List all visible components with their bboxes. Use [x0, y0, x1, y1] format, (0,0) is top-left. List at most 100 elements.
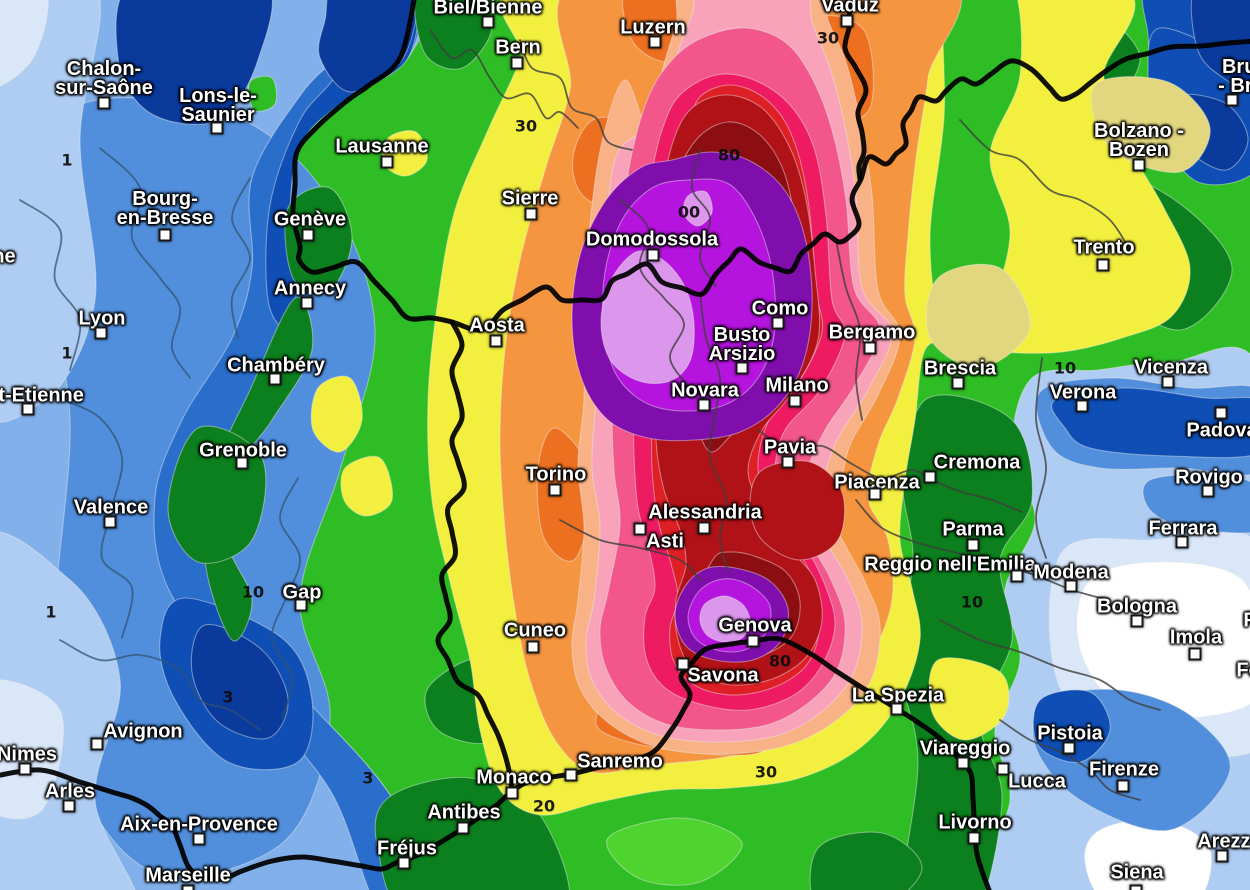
city-label: Busto Arsizio	[708, 324, 776, 365]
city-marker	[1064, 579, 1078, 593]
city-label: Novara	[671, 379, 739, 402]
precip-region-darkGreen-32	[897, 394, 1033, 890]
precip-region-khaki-41	[1090, 76, 1211, 174]
city-label: Milano	[765, 374, 829, 397]
city-label: Modena	[1033, 561, 1109, 584]
city-label: Saint-Etienne	[0, 384, 84, 407]
city-marker	[646, 248, 660, 262]
city-marker	[967, 831, 981, 845]
city-label: Avignon	[103, 720, 183, 743]
city-label: Alessandria	[648, 501, 762, 524]
city-marker	[1075, 399, 1089, 413]
french-admin-border-0	[99, 147, 191, 379]
city-label: Lyon	[78, 307, 126, 330]
city-label: Bologna	[1097, 595, 1177, 618]
city-marker	[380, 155, 394, 169]
precip-region-lightViolet-67	[682, 190, 713, 227]
city-marker	[301, 228, 315, 242]
city-marker	[1096, 258, 1110, 272]
contour-label: 3	[222, 687, 234, 707]
city-marker	[505, 786, 519, 800]
contour-label: 80	[768, 651, 792, 671]
city-label: Aix-en-Provence	[120, 813, 278, 836]
precip-region-yellow-39	[928, 657, 1010, 741]
admin-border-4	[835, 239, 863, 421]
city-label: Chambéry	[227, 354, 325, 377]
city-label: Arezzo	[1197, 830, 1250, 853]
city-marker	[397, 856, 411, 870]
city-label: Lons-le- Saunier	[179, 85, 257, 126]
city-marker	[548, 483, 562, 497]
precip-region-green-12	[248, 75, 278, 112]
city-marker	[1161, 375, 1175, 389]
national-border-vaduz	[842, 0, 869, 182]
city-label: Biel/Bienne	[433, 0, 543, 19]
precip-region-darkGreen-33	[809, 831, 923, 890]
city-label: Savona	[687, 664, 759, 687]
city-marker	[1130, 614, 1144, 628]
city-label: Vaduz	[821, 0, 879, 17]
precip-region-paleBlue-5	[0, 679, 64, 820]
city-label: Verona	[1049, 381, 1117, 404]
precip-region-darkGreen-26	[413, 0, 493, 70]
precip-region-navy-11	[190, 623, 289, 740]
city-label: Lausanne	[335, 135, 429, 158]
city-marker	[840, 14, 854, 28]
city-marker	[697, 398, 711, 412]
precip-region-yellow-45	[340, 455, 394, 517]
city-label: Livorno	[938, 811, 1012, 834]
city-label: Padova	[1186, 419, 1250, 442]
admin-border-3	[757, 429, 1023, 513]
precip-region-darkRed-59	[749, 460, 846, 561]
city-marker	[746, 634, 760, 648]
city-marker	[526, 640, 540, 654]
city-label: Vicenza	[1133, 356, 1209, 379]
french-admin-border-1	[57, 397, 134, 639]
contour-label: 80	[717, 145, 741, 165]
city-label: Trento	[1073, 236, 1135, 259]
national-border-alps	[290, 0, 1250, 333]
city-marker	[1215, 849, 1229, 863]
city-marker	[90, 737, 104, 751]
city-marker	[510, 56, 524, 70]
city-label: Rovigo	[1175, 466, 1243, 489]
city-label: Luzern	[620, 16, 686, 39]
city-label: Asti	[646, 530, 684, 553]
contour-label: 1	[61, 343, 73, 363]
city-label: Siena	[1110, 861, 1164, 884]
city-label: Fréjus	[376, 837, 438, 860]
french-admin-border-3	[271, 477, 301, 719]
french-admin-border-2	[230, 177, 251, 339]
city-marker	[21, 402, 35, 416]
city-marker	[294, 598, 308, 612]
city-marker	[62, 799, 76, 813]
city-marker	[956, 756, 970, 770]
city-marker	[235, 456, 249, 470]
admin-border-7	[559, 519, 701, 581]
admin-border-12	[959, 119, 1131, 251]
city-label: Ravenna	[1243, 611, 1250, 631]
city-marker	[966, 538, 980, 552]
city-label: Bolzano - Bozen	[1094, 120, 1184, 161]
city-marker	[951, 376, 965, 390]
contour-label: 00	[677, 202, 701, 222]
city-marker	[181, 884, 195, 890]
city-label: Lucca	[1008, 770, 1066, 793]
city-marker	[192, 832, 206, 846]
french-admin-border-4	[59, 639, 261, 731]
city-marker	[1225, 93, 1239, 107]
city-marker	[771, 316, 785, 330]
city-label: Sanremo	[577, 750, 663, 773]
city-label: Bergamo	[828, 321, 916, 344]
national-border-france-italy	[435, 319, 515, 793]
precip-region-khaki-42	[925, 263, 1031, 369]
city-label: Imola	[1169, 626, 1223, 649]
city-marker	[18, 762, 32, 776]
city-marker	[1188, 647, 1202, 661]
city-marker	[868, 487, 882, 501]
city-label: ne	[0, 245, 16, 268]
city-label: Parma	[942, 518, 1004, 541]
contour-label: 3	[362, 768, 374, 788]
